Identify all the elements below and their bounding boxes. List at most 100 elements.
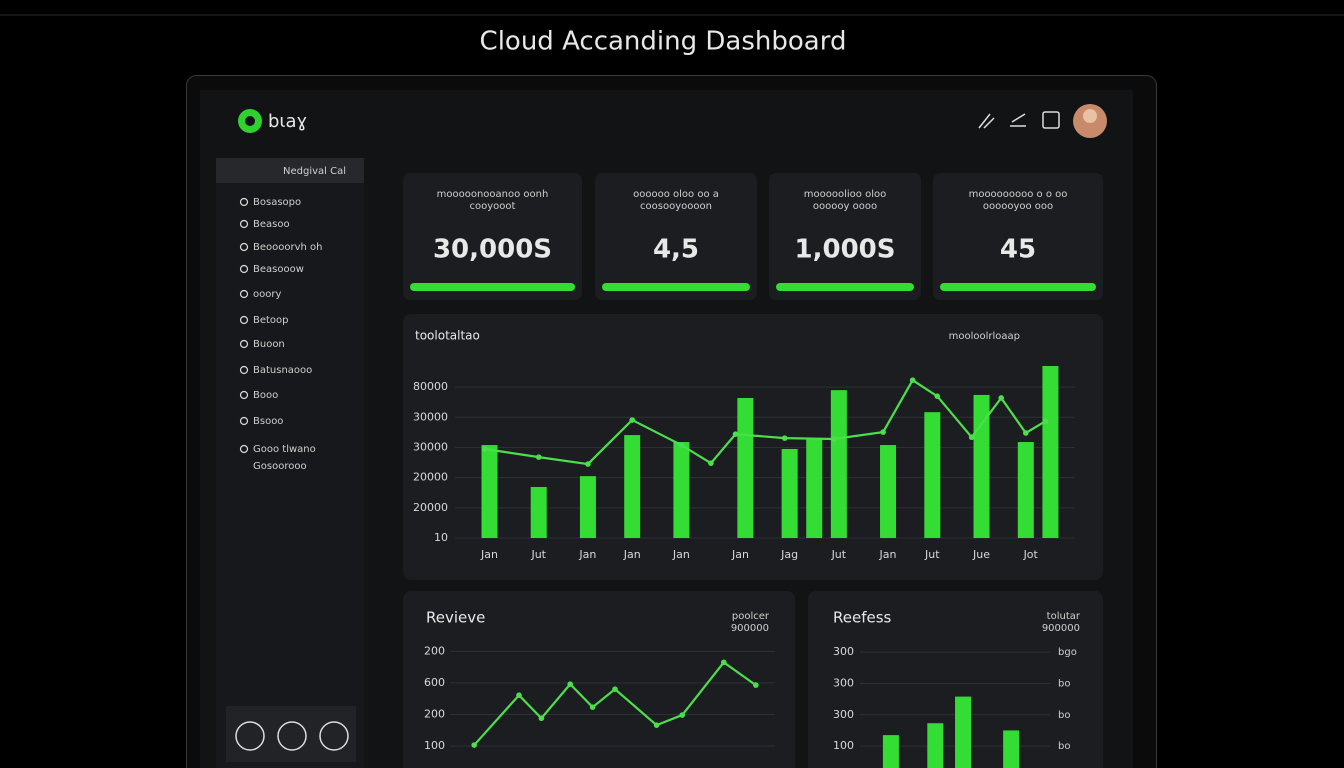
item-bullet [239,242,249,252]
icon-send[interactable] [1010,113,1026,127]
chart-title: toolotaltao [415,329,480,343]
x-tick-label: Jan [480,548,498,561]
logo-inner [245,116,255,126]
item-bullet [239,289,249,299]
item-bullet [239,315,249,325]
item-bullet [239,219,249,229]
y-tick-label: 300 [833,708,854,721]
sidebar-item[interactable]: Gooo tlwano [253,444,316,455]
legend-text: mooloolrloaap [949,331,1020,342]
sidebar-item[interactable]: Bosasopo [253,197,301,208]
y-tick-label: 30000 [413,440,448,453]
y-tick-label: 30000 [413,410,448,423]
line-point [481,446,488,452]
line-point [708,460,714,466]
x-tick-label: Jut [831,548,847,561]
sidebar-item[interactable]: Buoon [253,339,285,350]
legend-text: tolutar [1047,611,1081,622]
line-point [679,712,685,718]
charts: toolotaltao mooloolrloaap 80000 30000 30000 2… [413,329,1081,768]
kpi-bar [776,283,914,291]
y-tick-label: 200 [424,644,445,657]
sidebar-header-bg [216,158,364,183]
bar [673,442,690,538]
x-tick-label: Jan [879,548,897,561]
y-tick-label: 80000 [413,380,448,393]
line-point [721,659,727,666]
line-point [998,395,1004,401]
bar [781,448,798,538]
line-point [781,435,788,441]
x-tick-label: Jan [672,548,690,561]
sidebar-item[interactable]: Beasooow [253,264,304,275]
line-point [732,431,739,437]
panel [403,591,795,768]
tool-icon[interactable] [319,721,349,751]
kpi-card [403,173,582,300]
item-bullet [239,416,249,426]
panel [808,591,1103,768]
line-point [471,742,478,748]
legend-text: 900000 [1042,623,1080,634]
bar [955,696,972,768]
sidebar-tools [226,706,356,762]
sidebar-items: Bosasopo Beasoo Beoooorvh oh Beasooow ooory B… [239,197,323,472]
line-point [678,442,685,448]
bar [737,397,754,538]
bar [927,723,944,768]
sidebar-header: Nedgival Cal [283,166,346,177]
y-tick-label: 100 [833,739,854,752]
line-point [831,436,837,442]
page-title: Cloud Accanding Dashboard [480,27,847,57]
kpi-sublabel: oooooyoo ooo [983,201,1053,212]
x-tick-label: Jan [578,548,596,561]
kpi-card [595,173,757,300]
line-point [538,715,545,722]
x-tick-label: Jan [623,548,641,561]
kpi-bar [602,283,750,291]
tool-icon[interactable] [235,721,265,751]
sidebar-item[interactable]: Beasoo [253,219,290,230]
kpi-value: 4,5 [653,235,699,265]
sidebar-item[interactable]: Bsooo [253,416,283,427]
line-point [934,393,941,399]
line-point [612,686,618,692]
bar [830,390,847,538]
y-tick-label: 10 [434,531,448,544]
kpi-value: 45 [1000,235,1036,265]
tool-icon[interactable] [277,721,307,751]
y-tick-label: 20000 [413,501,448,514]
kpi-label: mooooonooanoo oonh [437,189,549,200]
bar [882,735,899,768]
sidebar-item[interactable]: Batusnaooo [253,365,312,376]
bar [624,435,641,538]
item-bullet [239,264,249,274]
icon-window[interactable] [1042,111,1060,129]
line-point [909,377,916,383]
line-point [589,704,596,710]
x-tick-label: Jue [972,548,990,561]
brand: bιaɣ [268,111,307,132]
kpi-card [769,173,921,300]
sidebar-item[interactable]: ooory [253,289,281,300]
x-tick-label: Jan [731,548,749,561]
icon-edit[interactable] [978,113,995,129]
sidebar-item[interactable]: Betoop [253,315,289,326]
sidebar-item[interactable]: Beoooorvh oh [253,242,323,253]
right-label: bo [1058,678,1070,689]
right-label: bo [1058,741,1070,752]
line-point [585,461,591,467]
item-bullet [239,339,249,349]
bar [579,476,596,538]
line-series [473,660,757,746]
line-point [516,692,522,698]
bar [1042,366,1059,538]
kpi-label: oooooo oloo oo a [633,189,719,200]
kpi-label: mooooooooo o o oo [969,189,1068,200]
sidebar-item[interactable]: Booo [253,390,278,401]
sidebar-item-extra: Gosoorooo [253,461,307,472]
item-bullet [239,365,249,375]
line-point [653,722,660,728]
